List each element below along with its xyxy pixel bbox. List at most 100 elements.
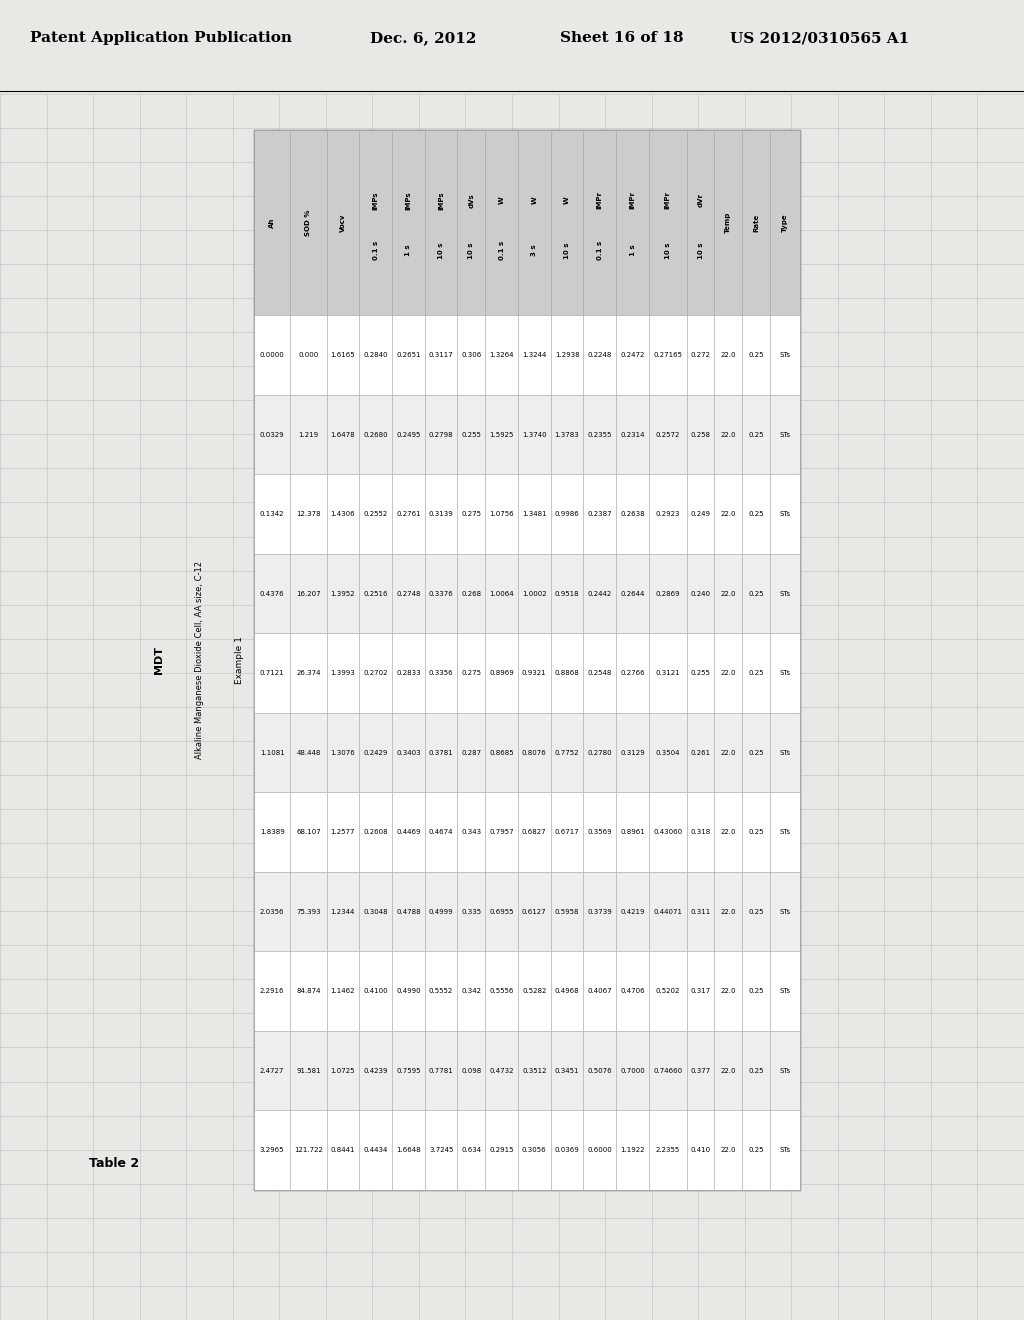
- Text: 1.0725: 1.0725: [331, 1068, 355, 1073]
- Text: 0.6127: 0.6127: [522, 908, 547, 915]
- Text: 0.3056: 0.3056: [522, 1147, 547, 1154]
- Text: STs: STs: [779, 1147, 791, 1154]
- Bar: [254, 395, 290, 474]
- Text: 0.255: 0.255: [462, 432, 481, 437]
- Text: 0.7781: 0.7781: [429, 1068, 454, 1073]
- Bar: [485, 1110, 518, 1189]
- Text: 0.5958: 0.5958: [555, 908, 580, 915]
- Bar: [584, 554, 616, 634]
- Text: 0.2651: 0.2651: [396, 352, 421, 358]
- Text: 0.4990: 0.4990: [396, 989, 421, 994]
- Bar: [392, 792, 425, 873]
- Bar: [584, 1031, 616, 1110]
- Bar: [715, 952, 742, 1031]
- Text: 0.25: 0.25: [749, 908, 764, 915]
- Text: 0.3129: 0.3129: [621, 750, 645, 755]
- Text: 0.4968: 0.4968: [555, 989, 580, 994]
- Text: 0.25: 0.25: [749, 1068, 764, 1073]
- Text: 22.0: 22.0: [721, 590, 736, 597]
- Bar: [616, 554, 649, 634]
- Text: 22.0: 22.0: [721, 352, 736, 358]
- Text: IMPs: IMPs: [406, 191, 412, 210]
- Bar: [551, 634, 584, 713]
- Bar: [551, 554, 584, 634]
- Bar: [742, 129, 770, 315]
- Text: 0.3048: 0.3048: [364, 908, 388, 915]
- Text: 0.7121: 0.7121: [260, 671, 285, 676]
- Bar: [551, 129, 584, 315]
- Text: IMPr: IMPr: [630, 191, 636, 210]
- Bar: [392, 474, 425, 554]
- Text: 0.2516: 0.2516: [364, 590, 388, 597]
- Text: 0.4376: 0.4376: [260, 590, 285, 597]
- Bar: [616, 474, 649, 554]
- Text: 1.2344: 1.2344: [331, 908, 355, 915]
- Text: 0.25: 0.25: [749, 432, 764, 437]
- Bar: [359, 792, 392, 873]
- Text: Ah: Ah: [269, 218, 275, 227]
- Bar: [518, 713, 551, 792]
- Bar: [687, 554, 715, 634]
- Bar: [254, 315, 290, 395]
- Text: 22.0: 22.0: [721, 908, 736, 915]
- Text: 0.4239: 0.4239: [364, 1068, 388, 1073]
- Text: 0.2798: 0.2798: [429, 432, 454, 437]
- Text: 0.1342: 0.1342: [260, 511, 285, 517]
- Bar: [742, 713, 770, 792]
- Bar: [649, 554, 687, 634]
- Bar: [584, 873, 616, 952]
- Text: 1.3244: 1.3244: [522, 352, 547, 358]
- Bar: [742, 952, 770, 1031]
- Bar: [392, 129, 425, 315]
- Text: 0.3117: 0.3117: [429, 352, 454, 358]
- Text: 0.25: 0.25: [749, 352, 764, 358]
- Bar: [392, 1031, 425, 1110]
- Bar: [584, 474, 616, 554]
- Text: 0.2429: 0.2429: [364, 750, 388, 755]
- Bar: [327, 713, 359, 792]
- Text: 0.3739: 0.3739: [588, 908, 612, 915]
- Text: 22.0: 22.0: [721, 1068, 736, 1073]
- Bar: [770, 1110, 800, 1189]
- Bar: [770, 713, 800, 792]
- Bar: [687, 634, 715, 713]
- Text: 1.3740: 1.3740: [522, 432, 547, 437]
- Text: 0.335: 0.335: [461, 908, 481, 915]
- Text: 0.2355: 0.2355: [588, 432, 612, 437]
- Bar: [359, 634, 392, 713]
- Text: 0.8868: 0.8868: [555, 671, 580, 676]
- Bar: [616, 315, 649, 395]
- Text: 0.44071: 0.44071: [653, 908, 682, 915]
- Text: 0.4100: 0.4100: [364, 989, 388, 994]
- Text: 0.2314: 0.2314: [621, 432, 645, 437]
- Text: 0.9518: 0.9518: [555, 590, 580, 597]
- Bar: [425, 315, 458, 395]
- Text: 0.3781: 0.3781: [429, 750, 454, 755]
- Text: MDT: MDT: [154, 645, 164, 673]
- Text: 0.2638: 0.2638: [621, 511, 645, 517]
- Bar: [518, 129, 551, 315]
- Bar: [770, 792, 800, 873]
- Bar: [254, 792, 290, 873]
- Text: 10 s: 10 s: [468, 242, 474, 259]
- Text: 3 s: 3 s: [531, 244, 538, 256]
- Bar: [290, 634, 327, 713]
- Bar: [392, 873, 425, 952]
- Bar: [518, 1110, 551, 1189]
- Bar: [359, 713, 392, 792]
- Text: Alkaline Manganese Dioxide Cell, AA size, C-12: Alkaline Manganese Dioxide Cell, AA size…: [195, 561, 204, 759]
- Text: IMPr: IMPr: [665, 191, 671, 210]
- Bar: [458, 315, 485, 395]
- Bar: [616, 792, 649, 873]
- Bar: [290, 792, 327, 873]
- Text: 0.2869: 0.2869: [655, 590, 680, 597]
- Text: 0.343: 0.343: [461, 829, 481, 836]
- Text: 0.377: 0.377: [690, 1068, 711, 1073]
- Bar: [392, 554, 425, 634]
- Text: 22.0: 22.0: [721, 989, 736, 994]
- Bar: [770, 129, 800, 315]
- Text: 75.393: 75.393: [296, 908, 321, 915]
- Text: 0.275: 0.275: [462, 511, 481, 517]
- Bar: [458, 474, 485, 554]
- Bar: [649, 315, 687, 395]
